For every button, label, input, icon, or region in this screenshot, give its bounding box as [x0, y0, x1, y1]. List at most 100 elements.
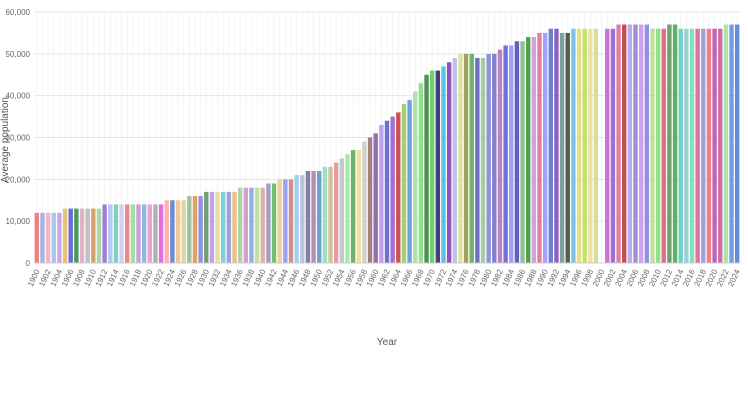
- bar-1906: [68, 208, 73, 263]
- bar-1902: [45, 212, 51, 263]
- bar-1919: [141, 204, 147, 263]
- bar-1913: [108, 204, 113, 263]
- bar-1976: [463, 53, 469, 264]
- bar-1973: [446, 62, 452, 264]
- bar-1909: [85, 208, 90, 263]
- bar-1956: [350, 150, 356, 263]
- bar-1910: [91, 208, 96, 263]
- bar-1916: [124, 204, 130, 263]
- bar-1924: [170, 200, 175, 263]
- bar-1907: [74, 208, 79, 263]
- bar-1905: [62, 208, 68, 263]
- bar-1930: [204, 191, 209, 263]
- bar-1983: [503, 45, 508, 263]
- bar-1997: [582, 28, 587, 263]
- bar-1993: [559, 32, 565, 263]
- bar-1953: [333, 162, 339, 263]
- bar-1974: [452, 58, 457, 264]
- bar-1979: [480, 58, 486, 264]
- bar-1957: [356, 150, 361, 263]
- bar-1917: [130, 204, 136, 263]
- bar-1937: [243, 187, 249, 263]
- bar-2023: [729, 24, 734, 263]
- bar-1962: [384, 120, 390, 264]
- bar-1949: [311, 170, 316, 263]
- bar-1994: [565, 32, 570, 263]
- bar-1991: [548, 28, 553, 263]
- bar-2012: [667, 24, 672, 263]
- bar-1965: [401, 104, 407, 264]
- bar-1923: [164, 200, 169, 263]
- bar-2021: [718, 28, 723, 263]
- bar-1929: [198, 196, 203, 263]
- y-tick-label: 20,000: [6, 175, 31, 184]
- bar-2004: [622, 24, 627, 263]
- bar-1971: [435, 70, 441, 263]
- bar-1925: [175, 200, 181, 263]
- bar-1908: [79, 208, 85, 263]
- bar-1941: [266, 183, 271, 263]
- bar-1921: [153, 204, 158, 263]
- bar-2016: [689, 28, 695, 263]
- bar-1981: [492, 53, 497, 264]
- bar-1996: [576, 28, 582, 263]
- bar-1958: [362, 141, 367, 263]
- bar-1966: [407, 99, 412, 263]
- bar-2018: [701, 28, 706, 263]
- bar-2015: [684, 28, 689, 263]
- bar-1950: [317, 170, 322, 263]
- bar-1927: [187, 196, 192, 263]
- bar-1980: [486, 53, 491, 264]
- bar-1982: [497, 49, 503, 264]
- bar-1932: [215, 191, 220, 263]
- bar-2002: [610, 28, 616, 263]
- bar-2020: [712, 28, 717, 263]
- bar-1901: [40, 212, 45, 263]
- y-tick-label: 40,000: [6, 92, 31, 101]
- y-tick-label: 50,000: [6, 50, 31, 59]
- bar-2006: [633, 24, 638, 263]
- bar-1995: [571, 28, 576, 263]
- bar-1904: [57, 212, 62, 263]
- x-tick-label: 2024: [726, 268, 742, 288]
- bar-1978: [475, 58, 480, 264]
- y-tick-label: 30,000: [6, 134, 31, 143]
- bar-1928: [192, 196, 198, 263]
- bar-1999: [593, 28, 599, 263]
- bar-2001: [605, 28, 610, 263]
- y-tick-label: 10,000: [6, 217, 31, 226]
- bar-1900: [34, 212, 40, 263]
- bar-1942: [271, 183, 277, 263]
- bar-2007: [638, 24, 644, 263]
- y-tick-label: 0: [26, 259, 31, 268]
- bar-1945: [288, 179, 294, 263]
- bar-1936: [237, 187, 243, 263]
- bar-1915: [119, 204, 124, 263]
- bar-2019: [706, 28, 712, 263]
- bar-2003: [616, 24, 621, 263]
- bar-1918: [136, 204, 141, 263]
- bar-1920: [147, 204, 152, 263]
- bar-1944: [283, 179, 288, 263]
- bar-1986: [520, 41, 525, 264]
- bar-1946: [294, 175, 299, 263]
- bar-2013: [672, 24, 678, 263]
- bar-1931: [209, 191, 215, 263]
- bar-1938: [249, 187, 254, 263]
- bar-2017: [695, 28, 700, 263]
- bar-1940: [260, 187, 265, 263]
- bar-1943: [277, 179, 282, 263]
- bar-2008: [644, 24, 650, 263]
- bar-1912: [102, 204, 107, 263]
- bar-1989: [537, 32, 542, 263]
- bar-1977: [469, 53, 474, 264]
- bar-1935: [232, 191, 237, 263]
- bar-1990: [542, 32, 548, 263]
- y-tick-label: 60,000: [6, 8, 31, 17]
- bar-1992: [554, 28, 559, 263]
- bar-2005: [627, 24, 633, 263]
- bar-1984: [509, 45, 514, 263]
- bar-1926: [181, 200, 186, 263]
- y-axis-title: Average population: [0, 97, 11, 183]
